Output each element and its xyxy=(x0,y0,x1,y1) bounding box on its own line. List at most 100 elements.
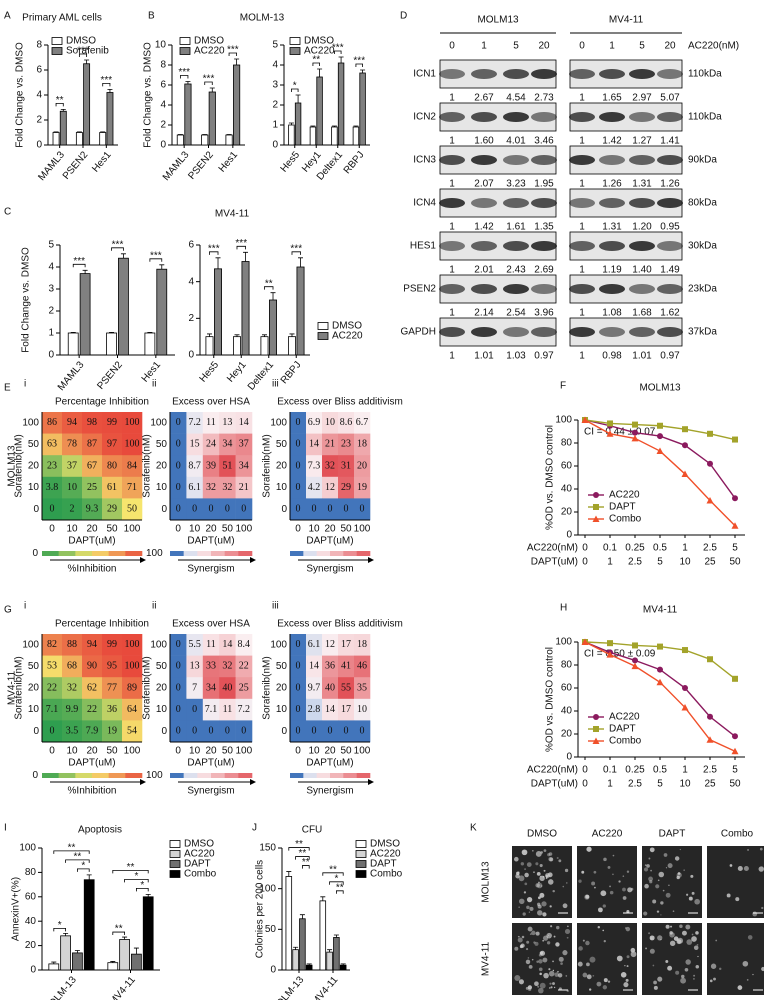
colony xyxy=(540,885,543,887)
cell-label: 18 xyxy=(357,439,367,450)
heatmap-cell xyxy=(170,677,187,700)
y-tick-label: 2 xyxy=(188,313,194,324)
colony xyxy=(624,964,626,967)
colony xyxy=(524,872,529,878)
significance-label: * xyxy=(58,920,62,931)
legend-label: DMSO xyxy=(332,321,362,332)
marker xyxy=(657,433,663,440)
cell-label: 0 xyxy=(360,503,365,514)
error-bar xyxy=(53,131,59,133)
colony xyxy=(527,957,530,959)
colorbar-label: Synergism xyxy=(306,786,353,797)
y-tick-label: 4 xyxy=(272,60,278,71)
marker xyxy=(593,492,599,498)
bar xyxy=(292,949,299,971)
colony xyxy=(531,958,534,961)
cell-label: 0 xyxy=(296,661,301,672)
quantification: 0.97 xyxy=(660,351,680,362)
colony xyxy=(535,851,542,857)
cell-label: 99 xyxy=(107,639,117,650)
heatmap-cell xyxy=(170,433,187,456)
annotation: CI = 0.50 ± 0.09 xyxy=(584,649,656,660)
quantification: 1.42 xyxy=(602,136,622,147)
y-tick-label: 6 xyxy=(36,65,42,76)
heatmap-cell xyxy=(122,655,143,678)
quantification: 1.61 xyxy=(506,222,526,233)
y-tick-label: 0 xyxy=(33,504,39,515)
y-tick-label: 20 xyxy=(561,507,573,518)
colony xyxy=(514,856,519,862)
colony xyxy=(548,968,551,971)
band xyxy=(629,155,655,165)
marker xyxy=(606,430,614,437)
error-bar xyxy=(299,914,305,919)
colony xyxy=(525,959,531,965)
colony xyxy=(552,889,555,893)
heatmap-cell xyxy=(42,634,63,656)
error-bar xyxy=(353,125,359,127)
bar xyxy=(288,336,296,356)
cell-label: 0 xyxy=(176,460,181,471)
bar xyxy=(269,299,277,356)
quantification: 1 xyxy=(579,351,585,362)
cell-label: 0 xyxy=(312,725,317,736)
cell-label: 0 xyxy=(296,460,301,471)
cell-label: 6.1 xyxy=(308,639,321,650)
colony xyxy=(719,967,722,971)
heatmap-cell xyxy=(306,677,323,700)
colony xyxy=(684,967,689,972)
x-tick-label: 0 xyxy=(582,765,588,776)
marker xyxy=(707,713,713,720)
colony xyxy=(564,928,571,935)
cell-label: 13 xyxy=(190,661,200,672)
significance-bracket xyxy=(112,931,125,936)
bar xyxy=(333,937,340,971)
cell-label: 46 xyxy=(357,661,367,672)
size-label: 23kDa xyxy=(688,284,717,295)
marker xyxy=(607,640,613,647)
colony xyxy=(657,935,663,941)
cell-label: 33 xyxy=(206,661,216,672)
colony xyxy=(539,875,545,882)
legend-label: DMSO xyxy=(184,839,214,850)
bar xyxy=(176,134,184,146)
colony xyxy=(547,853,551,857)
bar xyxy=(288,124,295,146)
colony xyxy=(609,890,614,895)
significance-bracket xyxy=(204,81,213,85)
band xyxy=(569,284,595,294)
significance-label: ** xyxy=(336,882,344,893)
panel-label: H xyxy=(560,603,567,614)
colony xyxy=(562,903,568,909)
error-bar xyxy=(63,933,69,936)
marker xyxy=(592,515,600,522)
x-axis-title: DAPT(uM) xyxy=(68,536,115,547)
heatmap-cell xyxy=(186,677,204,700)
cell-label: 77 xyxy=(107,682,117,693)
column-label: AC220 xyxy=(592,829,623,840)
significance-label: *** xyxy=(100,75,112,86)
cell-label: 64 xyxy=(127,704,137,715)
colony xyxy=(600,890,607,897)
heatmap-cell xyxy=(82,476,103,499)
legend-swatch xyxy=(289,37,301,45)
bar xyxy=(59,110,67,146)
colony xyxy=(562,885,565,888)
cell-label: 82 xyxy=(47,639,57,650)
significance-label: * xyxy=(134,871,138,882)
significance-label: *** xyxy=(353,56,365,67)
quantification: 2.43 xyxy=(506,265,526,276)
y-tick-label: 10 xyxy=(156,704,168,715)
significance-label: ** xyxy=(68,842,76,853)
marker xyxy=(632,642,638,649)
x-tick-label: MV4-11 xyxy=(107,974,138,1000)
y-tick-label: 80 xyxy=(561,438,573,449)
heatmap-cell xyxy=(42,433,63,456)
dose-label: 1 xyxy=(609,41,615,52)
colony xyxy=(537,910,543,916)
error-bar xyxy=(234,334,240,337)
marker xyxy=(592,737,600,744)
band xyxy=(503,198,529,208)
colony xyxy=(737,865,743,872)
y-tick-label: 50 xyxy=(265,924,277,935)
